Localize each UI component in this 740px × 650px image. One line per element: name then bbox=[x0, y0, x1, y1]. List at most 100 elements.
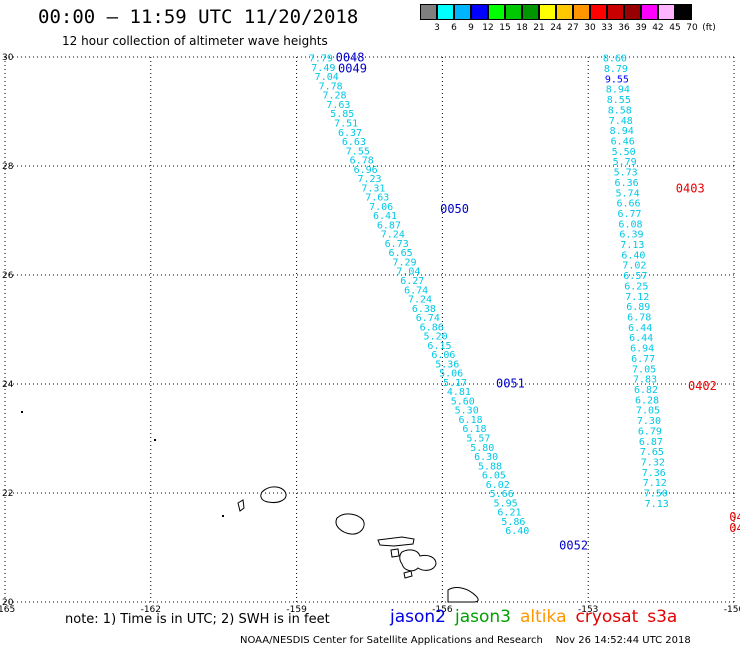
color-scale-swatch bbox=[675, 4, 692, 20]
island-niihau bbox=[237, 499, 245, 512]
color-scale-swatch bbox=[454, 4, 471, 20]
wave-height-value: 4.81 bbox=[447, 387, 471, 398]
island-kahoolawe bbox=[403, 570, 413, 579]
map-note: note: 1) Time is in UTC; 2) SWH is in fe… bbox=[65, 612, 330, 627]
wave-height-value: 7.05 bbox=[636, 406, 660, 417]
wave-height-value: 7.05 bbox=[632, 364, 656, 375]
color-scale-swatch bbox=[607, 4, 624, 20]
wave-height-value: 6.21 bbox=[497, 508, 521, 519]
color-scale-label: 21 bbox=[533, 23, 545, 33]
wave-height-value: 7.12 bbox=[643, 478, 667, 489]
wave-height-value: 5.80 bbox=[470, 443, 494, 454]
wave-height-value: 6.66 bbox=[616, 199, 640, 210]
legend-item-altika: altika bbox=[520, 607, 567, 627]
lat-tick-label: 28 bbox=[2, 162, 14, 172]
color-scale-swatch bbox=[590, 4, 607, 20]
wave-height-value: 7.31 bbox=[361, 183, 385, 194]
color-scale-label: 70 bbox=[686, 23, 698, 33]
lon-tick-label: -159 bbox=[286, 605, 307, 615]
wave-height-value: 6.40 bbox=[505, 526, 529, 537]
wave-height-value: 6.94 bbox=[630, 344, 654, 355]
coastline bbox=[21, 411, 479, 603]
wave-height-value: 6.87 bbox=[377, 220, 401, 231]
wave-height-value: 6.73 bbox=[385, 239, 409, 250]
pass-number-label: 0050 bbox=[440, 202, 469, 216]
color-scale-label: 3 bbox=[434, 23, 440, 33]
wave-height-value: 6.25 bbox=[624, 281, 648, 292]
wave-height-value: 7.06 bbox=[369, 202, 393, 213]
wave-height-value: 6.05 bbox=[482, 471, 506, 482]
color-scale-swatch bbox=[539, 4, 556, 20]
wave-height-value: 7.24 bbox=[381, 230, 405, 241]
color-scale-label: 18 bbox=[516, 23, 528, 33]
island-molokai bbox=[377, 536, 415, 547]
wave-height-value: 7.23 bbox=[357, 174, 381, 185]
pass-number-label: 0049 bbox=[338, 61, 367, 75]
wave-height-value: 7.04 bbox=[396, 267, 420, 278]
pass-number-label: 0048 bbox=[336, 51, 365, 65]
wave-height-value: 6.74 bbox=[416, 313, 440, 324]
lat-tick-label: 30 bbox=[2, 53, 14, 63]
wave-height-value: 7.63 bbox=[326, 100, 350, 111]
wave-height-value: 6.18 bbox=[462, 424, 486, 435]
wave-height-value: 6.44 bbox=[628, 323, 652, 334]
legend-item-cryosat: cryosat bbox=[575, 607, 639, 627]
color-scale-swatch bbox=[624, 4, 641, 20]
island-maui bbox=[399, 549, 437, 572]
color-scale-swatch bbox=[471, 4, 488, 20]
wave-height-value: 8.60 bbox=[603, 54, 627, 65]
wave-height-value: 7.04 bbox=[315, 72, 339, 83]
wave-height-value: 7.51 bbox=[334, 118, 358, 129]
color-scale-label: 33 bbox=[601, 23, 613, 33]
color-scale-swatch bbox=[488, 4, 505, 20]
wave-height-value: 7.63 bbox=[365, 193, 389, 204]
wave-height-value: 7.13 bbox=[620, 240, 644, 251]
wave-height-value: 6.74 bbox=[404, 285, 428, 296]
color-scale-label: 6 bbox=[451, 23, 457, 33]
legend-item-jason3: jason3 bbox=[455, 607, 511, 627]
wave-height-value: 7.13 bbox=[645, 499, 669, 510]
pass-number-label: 0401 bbox=[729, 510, 740, 524]
lon-tick-label: -162 bbox=[141, 605, 161, 615]
color-scale-swatch bbox=[505, 4, 522, 20]
wave-height-value: 5.73 bbox=[614, 168, 638, 179]
wave-height-value: 6.77 bbox=[617, 209, 641, 220]
color-scale-swatch bbox=[420, 4, 437, 20]
lat-tick-label: 26 bbox=[2, 271, 14, 281]
wave-height-value: 7.30 bbox=[637, 416, 661, 427]
color-scale-label: 36 bbox=[618, 23, 630, 33]
lat-tick-label: 22 bbox=[2, 489, 13, 499]
lat-tick-label: 24 bbox=[2, 380, 14, 390]
satellite-legend: jason2 jason3 altika cryosat s3a bbox=[390, 607, 686, 627]
wave-height-value: 7.28 bbox=[322, 91, 346, 102]
wave-height-value: 6.87 bbox=[639, 437, 663, 448]
color-scale-label: 27 bbox=[567, 23, 579, 33]
wave-height-value: 5.86 bbox=[501, 517, 525, 528]
color-scale-label: (ft) bbox=[702, 23, 716, 33]
wave-height-value: 7.79 bbox=[309, 54, 333, 65]
wave-height-value: 7.02 bbox=[622, 261, 646, 272]
wave-height-value: 7.32 bbox=[641, 457, 665, 468]
wave-height-value: 7.50 bbox=[644, 489, 668, 500]
wave-height-value: 6.36 bbox=[615, 178, 639, 189]
wave-height-value: 7.12 bbox=[625, 292, 649, 303]
credit-line: NOAA/NESDIS Center for Satellite Applica… bbox=[240, 635, 691, 646]
wave-height-value: 5.20 bbox=[424, 332, 448, 343]
wave-height-value: 6.18 bbox=[459, 415, 483, 426]
wave-height-value: 5.30 bbox=[455, 406, 479, 417]
wave-height-value: 6.40 bbox=[621, 250, 645, 261]
wave-height-value: 8.94 bbox=[606, 85, 630, 96]
wave-height-value: 8.79 bbox=[604, 64, 628, 75]
wave-height-value: 6.28 bbox=[635, 395, 659, 406]
wave-height-value: 6.46 bbox=[611, 136, 635, 147]
wave-height-value: 6.27 bbox=[400, 276, 424, 287]
graticule: -165 -162 -159 -156 -153 -150 30 28 26 24 22 20 bbox=[0, 53, 740, 615]
island-hawaii bbox=[447, 587, 479, 603]
color-scale-label: 30 bbox=[584, 23, 596, 33]
island-oahu bbox=[335, 513, 365, 535]
wave-height-value: 7.55 bbox=[346, 146, 370, 157]
wave-height-value: 6.96 bbox=[354, 165, 378, 176]
color-scale-swatch bbox=[556, 4, 573, 20]
pass-number-label: 0402 bbox=[688, 379, 717, 393]
